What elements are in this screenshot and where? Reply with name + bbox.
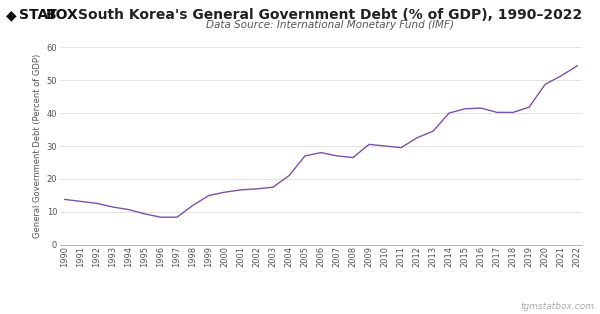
Text: ◆: ◆ [6,8,17,22]
Y-axis label: General Government Debt (Percent of GDP): General Government Debt (Percent of GDP) [34,54,43,238]
Text: BOX: BOX [46,8,79,22]
Text: STAT: STAT [19,8,57,22]
Text: South Korea's General Government Debt (% of GDP), 1990–2022: South Korea's General Government Debt (%… [78,8,582,22]
Text: tgmstatbox.com: tgmstatbox.com [520,302,594,311]
Text: Data Source: International Monetary Fund (IMF): Data Source: International Monetary Fund… [206,20,454,30]
